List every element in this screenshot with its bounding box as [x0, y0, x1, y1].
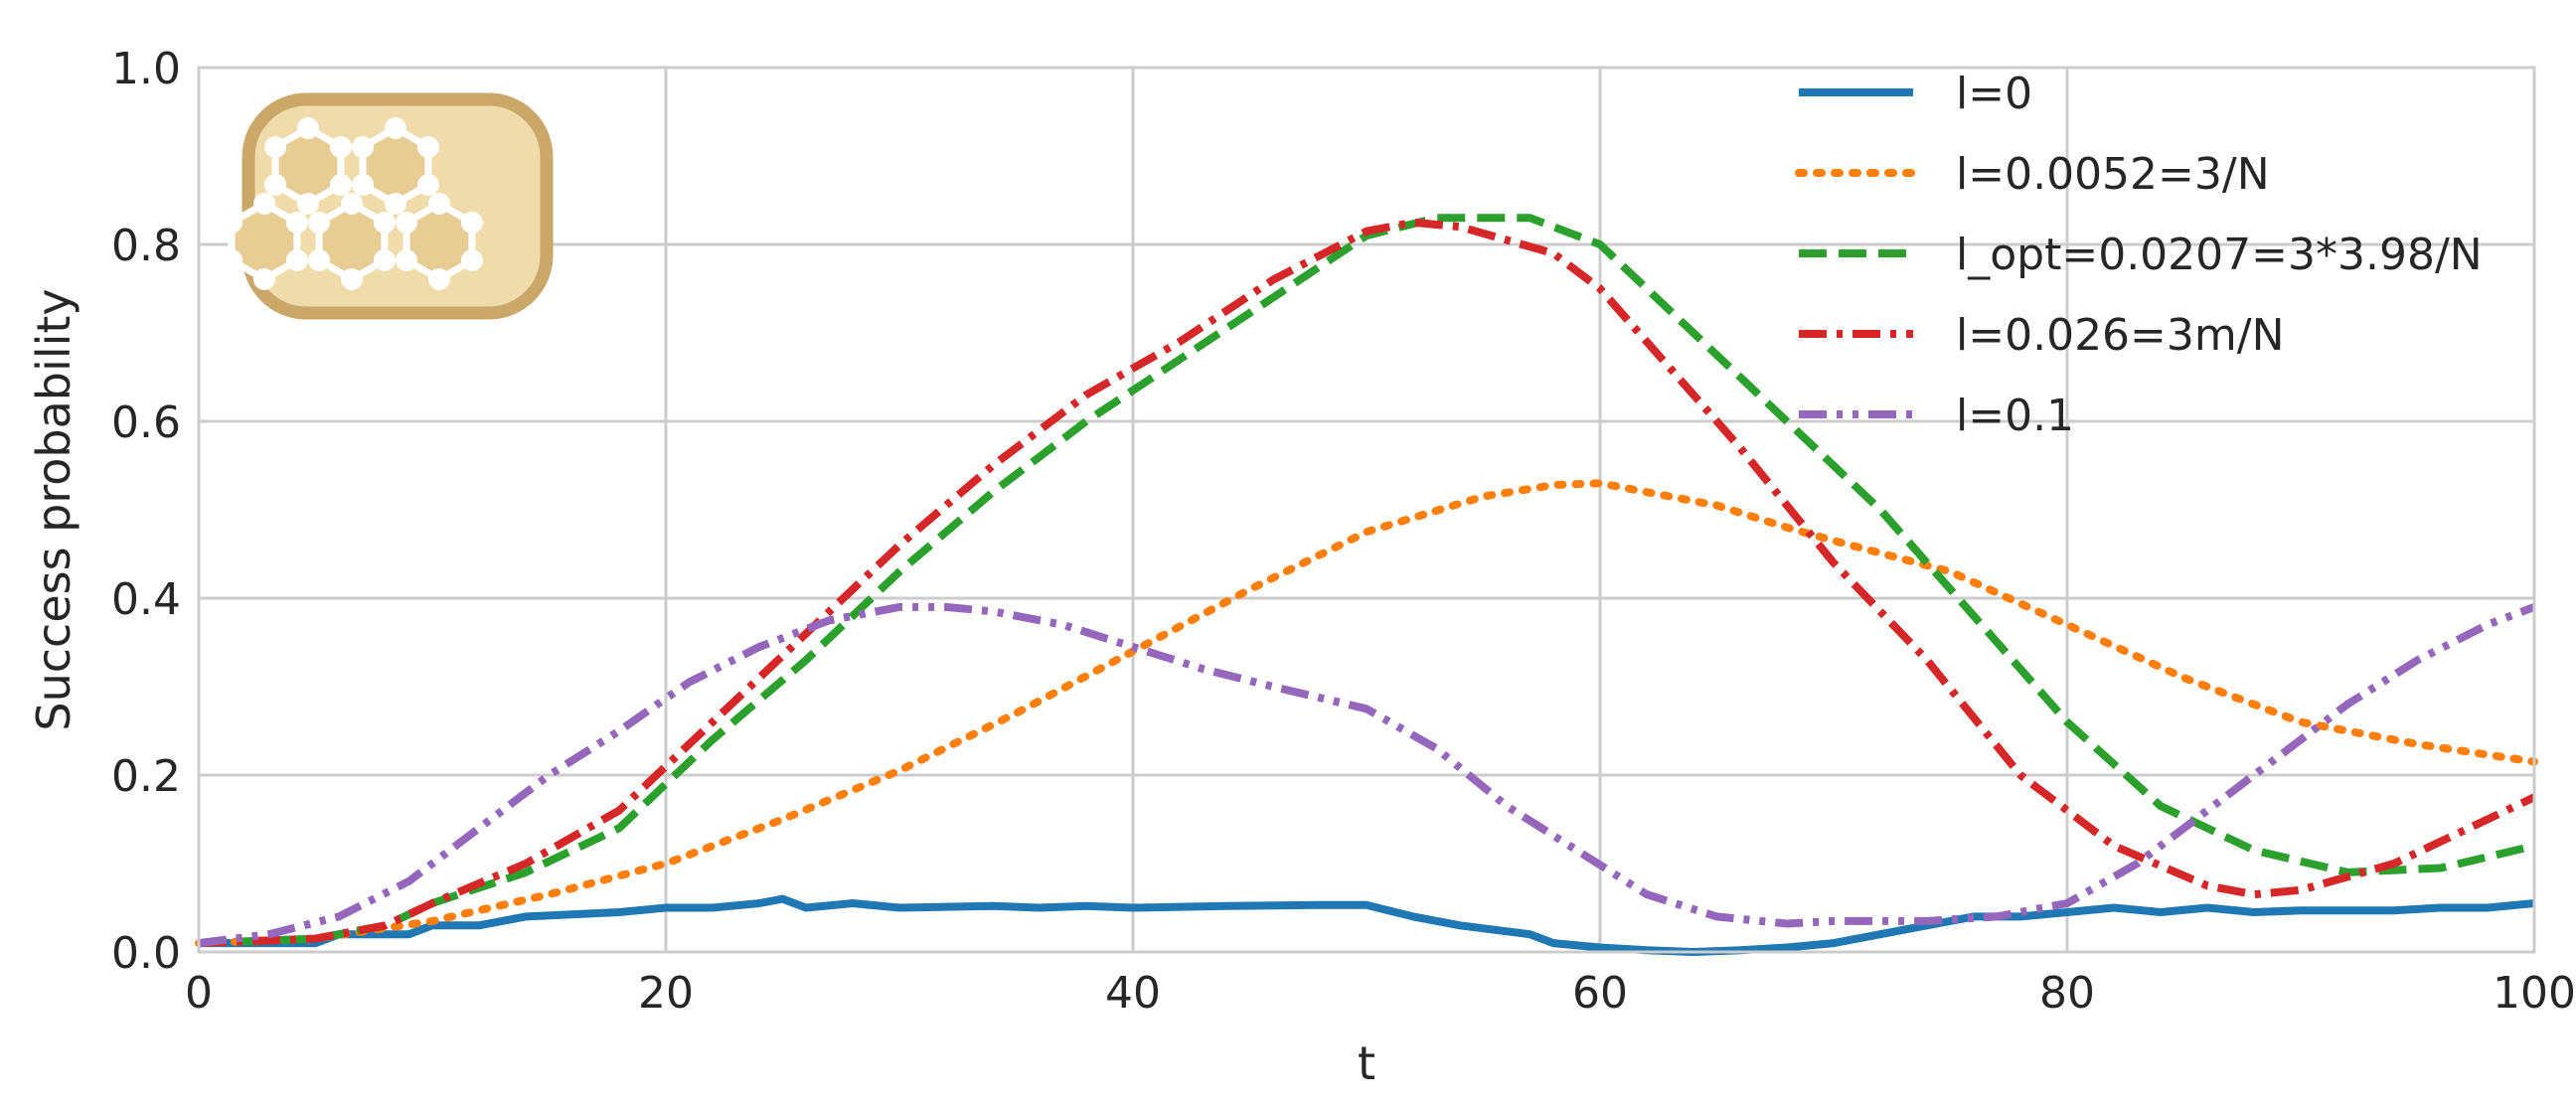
lattice-node	[221, 249, 243, 271]
lattice-node	[385, 193, 406, 215]
lattice-node	[264, 136, 287, 158]
y-tick-label: 0.4	[111, 574, 181, 625]
lattice-node	[428, 193, 450, 215]
lattice-node	[329, 174, 352, 196]
lattice-node	[297, 193, 319, 215]
lattice-node	[308, 249, 331, 271]
x-tick-label: 100	[2493, 968, 2576, 1019]
series-line-1	[199, 894, 2535, 956]
y-tick-label: 0.6	[111, 397, 181, 448]
y-axis-label: Success probability	[27, 288, 80, 730]
lattice-hexagon	[271, 123, 345, 209]
lattice-node	[428, 268, 450, 290]
y-tick-label: 0.2	[111, 751, 181, 802]
lattice-hexagon	[402, 199, 476, 284]
lattice-hexagon	[315, 199, 389, 284]
y-tick-label: 1.0	[111, 44, 181, 94]
y-tick-label: 0.8	[111, 221, 181, 271]
legend-label-3: l_opt=0.0207=3*3.98/N	[1956, 230, 2483, 280]
x-tick-label: 60	[1572, 968, 1628, 1019]
lattice-node	[385, 117, 406, 139]
lattice-node	[285, 249, 308, 271]
lattice-node	[341, 193, 363, 215]
x-tick-label: 0	[185, 968, 213, 1019]
lattice-node	[341, 268, 363, 290]
lattice-node	[416, 136, 439, 158]
lattice-hexagon	[228, 199, 301, 284]
lattice-node	[352, 136, 375, 158]
lattice-node	[373, 212, 396, 234]
tick-labels: 0 20 40 60 80 100 0.0 0.2 0.4 0.6 0.8 1.0	[111, 44, 2576, 1019]
legend-label-2: l=0.0052=3/N	[1956, 149, 2270, 200]
legend-label-5: l=0.1	[1956, 391, 2074, 441]
lattice-node	[460, 212, 483, 234]
y-tick-label: 0.0	[111, 928, 181, 979]
lattice-node	[396, 212, 418, 234]
series-line-2	[195, 479, 2538, 948]
lattice-node	[253, 193, 275, 215]
x-axis-label: t	[1358, 1036, 1375, 1090]
lattice-node	[297, 117, 319, 139]
lattice-node	[329, 136, 352, 158]
x-tick-label: 80	[2039, 968, 2095, 1019]
legend-label-4: l=0.026=3m/N	[1956, 310, 2285, 361]
lattice-node	[352, 174, 375, 196]
series-line-5	[198, 602, 2536, 948]
lattice-node	[264, 174, 287, 196]
lattice-node	[221, 212, 243, 234]
lattice-node	[373, 249, 396, 271]
legend: l=0 l=0.0052=3/N l_opt=0.0207=3*3.98/N l=0.…	[1795, 69, 2483, 441]
hexagonal-lattice-icon	[221, 92, 554, 320]
lattice-node	[416, 174, 439, 196]
lattice-hexagon	[359, 123, 432, 209]
lattice-node	[308, 212, 331, 234]
lattice-node	[396, 249, 418, 271]
legend-label-1: l=0	[1956, 69, 2032, 119]
series-layer	[195, 214, 2538, 956]
lattice-node	[253, 268, 275, 290]
lattice-node	[460, 249, 483, 271]
x-tick-label: 40	[1105, 968, 1161, 1019]
plot-frame	[197, 66, 2536, 954]
lattice-node	[285, 212, 308, 234]
x-tick-label: 20	[638, 968, 694, 1019]
